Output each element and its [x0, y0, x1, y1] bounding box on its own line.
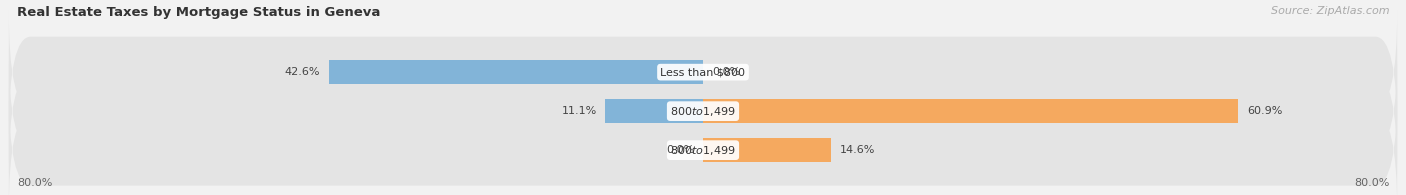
Text: 14.6%: 14.6% — [841, 145, 876, 155]
Text: Real Estate Taxes by Mortgage Status in Geneva: Real Estate Taxes by Mortgage Status in … — [17, 6, 380, 19]
Text: $800 to $1,499: $800 to $1,499 — [671, 105, 735, 118]
FancyBboxPatch shape — [8, 88, 1398, 195]
Bar — [329, 60, 703, 84]
Text: 42.6%: 42.6% — [284, 67, 321, 77]
Text: 60.9%: 60.9% — [1247, 106, 1282, 116]
Text: $800 to $1,499: $800 to $1,499 — [671, 144, 735, 157]
Bar — [703, 138, 831, 162]
Text: 80.0%: 80.0% — [17, 178, 52, 188]
Bar — [606, 99, 703, 123]
FancyBboxPatch shape — [8, 49, 1398, 173]
Text: Less than $800: Less than $800 — [661, 67, 745, 77]
Text: Source: ZipAtlas.com: Source: ZipAtlas.com — [1271, 6, 1389, 16]
Text: 0.0%: 0.0% — [711, 67, 740, 77]
Bar — [703, 99, 1239, 123]
Text: 80.0%: 80.0% — [1354, 178, 1389, 188]
FancyBboxPatch shape — [8, 10, 1398, 134]
Text: 11.1%: 11.1% — [561, 106, 596, 116]
Text: 0.0%: 0.0% — [666, 145, 695, 155]
